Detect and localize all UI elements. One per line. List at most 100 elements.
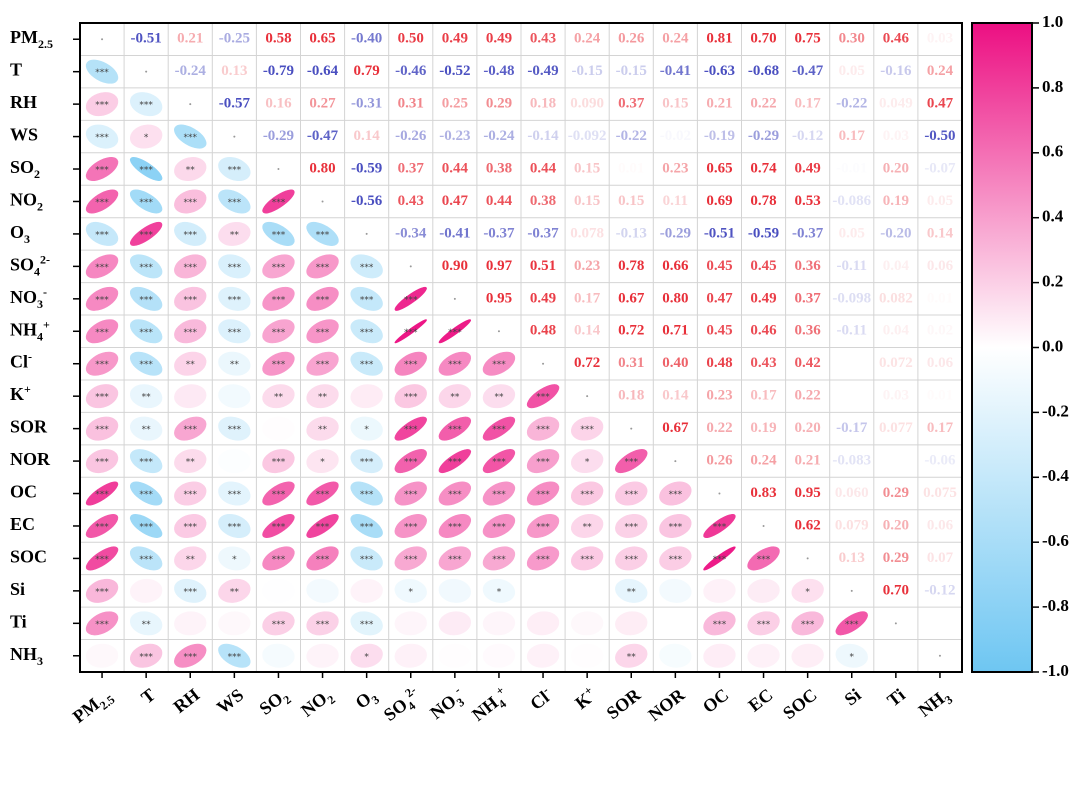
correlation-ellipse	[389, 542, 433, 574]
significance-stars: ***	[272, 328, 286, 338]
ellipse-group	[477, 607, 522, 640]
significance-stars: ***	[139, 198, 153, 208]
correlation-ellipse	[565, 639, 610, 672]
significance-stars: ***	[713, 620, 727, 630]
colorbar-tick-label: 0.0	[1042, 336, 1063, 355]
y-axis-label: Ti	[10, 611, 27, 631]
significance-stars: ***	[139, 328, 153, 338]
correlation-ellipse	[345, 510, 388, 541]
significance-stars: ***	[184, 328, 198, 338]
significance-stars: **	[230, 587, 240, 597]
ellipse-group	[168, 640, 212, 672]
significance-stars: ***	[184, 198, 198, 208]
ellipse-group	[521, 639, 566, 672]
diagonal-dot	[321, 200, 324, 203]
significance-stars: ***	[139, 101, 153, 111]
ellipse-group	[653, 542, 698, 575]
significance-stars: ***	[360, 295, 374, 305]
correlation-ellipse	[212, 315, 257, 348]
correlation-ellipse	[701, 545, 737, 572]
value-label: 0.03	[883, 128, 909, 144]
correlation-ellipse	[388, 380, 433, 413]
correlation-ellipse	[80, 412, 125, 445]
significance-stars: **	[627, 587, 637, 597]
value-label: 0.02	[927, 323, 953, 339]
significance-stars: ***	[713, 522, 727, 532]
value-label: -0.56	[351, 193, 383, 209]
colorbar-tick-label: -1.0	[1042, 661, 1069, 680]
significance-stars: ***	[228, 522, 242, 532]
ellipse-group	[80, 120, 125, 153]
diagonal-dot	[718, 492, 721, 495]
correlation-ellipse	[521, 510, 565, 542]
correlation-ellipse	[124, 607, 169, 640]
correlation-ellipse	[785, 607, 829, 640]
correlation-ellipse	[785, 574, 830, 607]
ellipse-group	[477, 477, 521, 509]
correlation-ellipse	[168, 282, 213, 315]
correlation-ellipse	[81, 511, 123, 542]
correlation-ellipse	[257, 218, 300, 249]
correlation-ellipse	[168, 542, 213, 575]
correlation-ellipse	[389, 477, 433, 509]
significance-stars: ***	[448, 522, 462, 532]
correlation-ellipse	[829, 639, 874, 672]
ellipse-group	[257, 218, 300, 249]
x-axis-label: NOR	[645, 684, 690, 725]
value-label: 0.15	[662, 96, 688, 112]
value-label: 0.14	[574, 323, 601, 339]
significance-stars: **	[274, 393, 284, 403]
diagonal-dot	[674, 460, 677, 463]
ellipse-group	[212, 477, 257, 510]
correlation-ellipse	[609, 542, 654, 575]
ellipse-group	[124, 250, 168, 282]
significance-stars: ***	[95, 198, 109, 208]
value-label: 0.49	[486, 31, 512, 47]
significance-stars: ***	[95, 328, 109, 338]
significance-stars: ***	[404, 425, 418, 435]
significance-stars: *	[364, 652, 369, 662]
correlation-ellipse	[80, 348, 124, 380]
ellipse-group	[212, 574, 257, 607]
x-axis-label: NO3-	[425, 683, 470, 726]
correlation-ellipse	[433, 542, 477, 574]
significance-stars: ***	[184, 295, 198, 305]
correlation-ellipse	[212, 412, 257, 445]
significance-stars: ***	[492, 360, 506, 370]
value-label: -0.63	[704, 63, 735, 79]
significance-stars: ***	[272, 522, 286, 532]
ellipse-group	[741, 607, 786, 640]
value-label: 0.15	[574, 193, 600, 209]
ellipse-group	[389, 477, 433, 509]
value-label: -0.13	[616, 225, 647, 241]
significance-stars: ***	[228, 490, 242, 500]
correlation-ellipse	[477, 348, 521, 380]
ellipse-group	[124, 412, 169, 445]
y-axis-label: T	[10, 60, 22, 80]
correlation-ellipse	[301, 315, 345, 347]
correlation-ellipse	[125, 283, 168, 315]
value-label: 0.48	[530, 323, 556, 339]
value-label: 0.95	[795, 485, 821, 501]
ellipse-group	[124, 445, 168, 477]
significance-stars: ***	[139, 522, 153, 532]
ellipse-group	[388, 574, 433, 607]
ellipse-group	[124, 607, 169, 640]
correlation-ellipse	[82, 543, 123, 573]
correlation-ellipse	[301, 348, 345, 380]
ellipse-group	[300, 607, 345, 640]
value-label: -0.64	[307, 63, 339, 79]
value-label: 0.44	[486, 193, 513, 209]
value-label: 0.01	[618, 160, 644, 176]
value-label: 0.65	[309, 31, 335, 47]
correlation-ellipse	[168, 477, 213, 510]
value-label: 0.07	[927, 550, 954, 566]
significance-stars: ***	[228, 263, 242, 273]
correlation-ellipse	[565, 445, 610, 478]
correlation-ellipse	[521, 542, 565, 574]
y-axis-label: NO2	[10, 190, 43, 214]
value-label: 0.40	[662, 355, 688, 371]
correlation-ellipse	[477, 510, 521, 542]
ellipse-group	[741, 639, 786, 672]
correlation-ellipse	[565, 607, 610, 640]
